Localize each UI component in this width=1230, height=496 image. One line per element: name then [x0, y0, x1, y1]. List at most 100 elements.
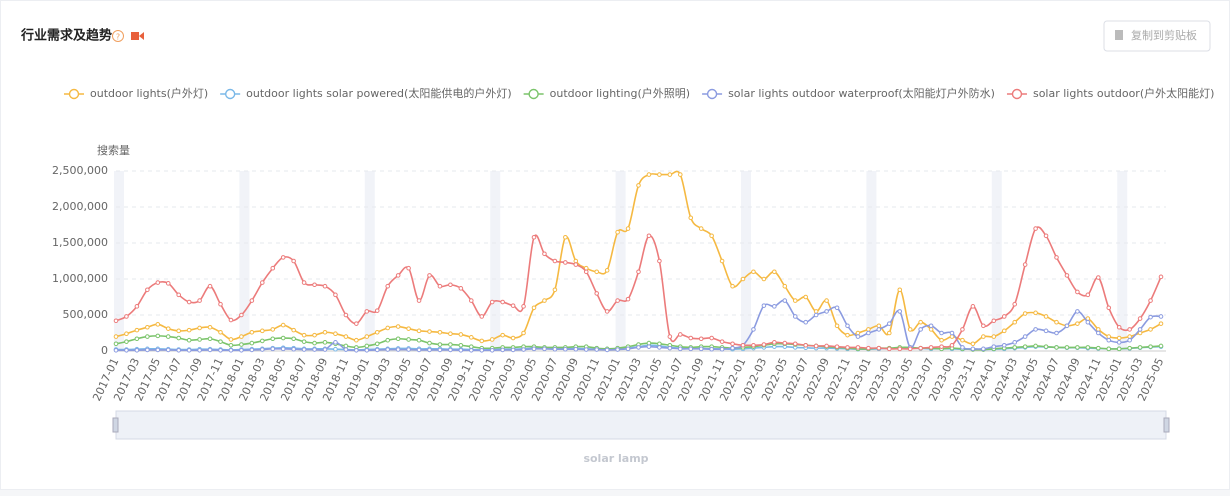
data-point [897, 309, 903, 314]
data-point [1096, 345, 1101, 351]
data-point [991, 334, 997, 339]
data-point [1148, 298, 1153, 303]
data-point [301, 347, 307, 352]
data-point [364, 309, 370, 314]
data-point [416, 298, 422, 303]
page-title: 行业需求及趋势 [20, 28, 112, 44]
data-point [1012, 301, 1018, 307]
data-point [270, 327, 276, 332]
data-point [552, 287, 558, 293]
data-point [333, 292, 338, 298]
data-point [291, 346, 296, 352]
data-point [594, 269, 600, 275]
data-point [646, 340, 652, 346]
data-point [458, 347, 464, 353]
year-band [490, 171, 501, 351]
data-point [406, 265, 411, 271]
data-point [876, 323, 882, 329]
data-point [772, 269, 777, 275]
data-point [730, 341, 735, 347]
legend-label[interactable]: solar lights outdoor(户外太阳能灯) [1033, 86, 1214, 100]
data-point [1075, 345, 1080, 350]
data-point [1043, 328, 1049, 334]
legend-label[interactable]: outdoor lighting(户外照明) [550, 86, 690, 100]
data-point [322, 340, 328, 345]
data-point [1148, 327, 1153, 332]
data-point [521, 304, 526, 309]
data-point [1137, 316, 1143, 321]
data-point [510, 303, 516, 308]
data-point [646, 233, 652, 239]
data-point [740, 342, 746, 348]
data-point [751, 342, 756, 348]
data-point [1106, 337, 1112, 343]
data-point [406, 337, 411, 342]
data-point [1127, 327, 1132, 332]
data-point [563, 260, 568, 265]
data-point [500, 332, 505, 338]
year-band [239, 171, 250, 351]
data-point [448, 347, 453, 353]
data-point [228, 342, 234, 348]
data-point [343, 334, 349, 339]
data-point [249, 329, 255, 335]
data-point [688, 346, 694, 352]
data-point [939, 330, 944, 336]
data-point [1033, 226, 1038, 231]
data-point [1148, 344, 1153, 349]
data-point [824, 298, 829, 303]
data-point [1043, 344, 1049, 349]
data-point [124, 347, 129, 353]
zoom-handle-right[interactable] [1163, 417, 1170, 433]
data-point [197, 337, 202, 342]
video-icon[interactable] [131, 32, 139, 40]
data-point [981, 346, 986, 352]
copy-button-label: 复制到剪贴板 [1131, 28, 1197, 42]
year-band [1117, 171, 1128, 351]
legend-marker [528, 88, 539, 100]
help-icon-mark: ? [116, 33, 120, 42]
data-point [709, 335, 714, 341]
data-point [1033, 343, 1038, 349]
data-point [1075, 289, 1080, 295]
data-point [667, 345, 673, 351]
data-point [678, 346, 683, 352]
data-point [239, 312, 244, 318]
data-point [981, 323, 986, 329]
data-point [427, 340, 432, 346]
data-point [542, 298, 547, 303]
legend-label[interactable]: outdoor lights(户外灯) [90, 86, 208, 100]
data-point [260, 280, 265, 285]
help-icon[interactable] [112, 30, 124, 42]
data-point [395, 336, 401, 342]
legend-label[interactable]: solar lights outdoor waterproof(太阳能灯户外防水… [728, 86, 995, 100]
data-point [1064, 273, 1070, 278]
data-point [792, 314, 798, 319]
data-point [165, 347, 171, 353]
data-point [364, 334, 370, 339]
data-point [437, 329, 443, 335]
legend-label[interactable]: outdoor lights solar powered(太阳能供电的户外灯) [246, 86, 511, 100]
data-point [918, 319, 923, 325]
zoom-handle-left[interactable] [112, 417, 119, 433]
data-point [1137, 345, 1143, 350]
legend-marker [1011, 88, 1023, 100]
data-point [1096, 327, 1101, 332]
copy-button[interactable] [1103, 20, 1211, 52]
data-point [1043, 233, 1049, 239]
zoom-slider[interactable] [115, 410, 1167, 440]
data-point [416, 347, 422, 353]
data-point [834, 323, 840, 329]
data-point [1127, 337, 1132, 343]
data-point [1158, 321, 1164, 326]
data-point [322, 347, 328, 352]
data-point [1096, 330, 1101, 336]
data-point [500, 347, 505, 353]
data-point [197, 298, 202, 303]
data-point [1127, 345, 1132, 351]
data-point [834, 344, 840, 349]
data-point [312, 282, 317, 288]
data-point [782, 340, 788, 346]
data-point [1054, 345, 1059, 350]
data-point [312, 340, 317, 346]
